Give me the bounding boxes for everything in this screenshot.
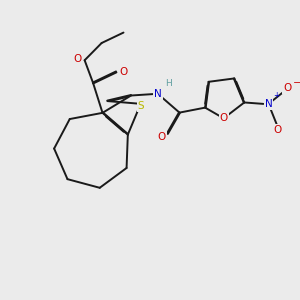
Text: N: N: [265, 99, 272, 109]
Text: O: O: [74, 54, 82, 64]
Text: O: O: [119, 67, 128, 77]
Text: H: H: [165, 79, 172, 88]
Text: −: −: [292, 77, 300, 88]
Text: O: O: [158, 131, 166, 142]
Text: O: O: [220, 113, 228, 123]
Text: +: +: [273, 92, 280, 100]
Text: S: S: [137, 101, 144, 111]
Text: O: O: [283, 83, 291, 93]
Text: N: N: [154, 89, 162, 99]
Text: O: O: [273, 124, 281, 134]
